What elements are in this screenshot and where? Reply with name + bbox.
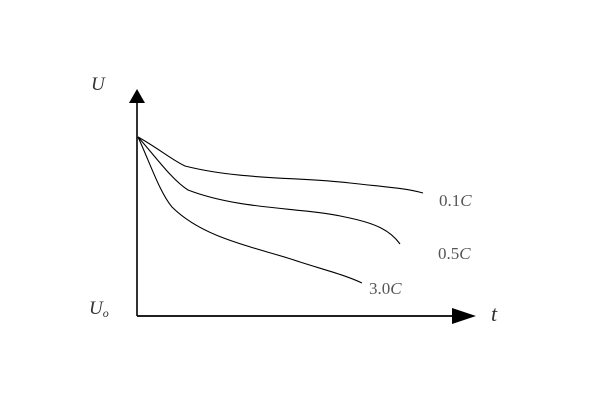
svg-text:0.1C: 0.1C xyxy=(439,191,472,210)
svg-text:Uo: Uo xyxy=(89,298,109,320)
svg-text:U: U xyxy=(91,74,106,95)
svg-text:0.5C: 0.5C xyxy=(438,244,471,263)
svg-text:3.0C: 3.0C xyxy=(369,279,402,298)
svg-text:t: t xyxy=(491,301,498,326)
